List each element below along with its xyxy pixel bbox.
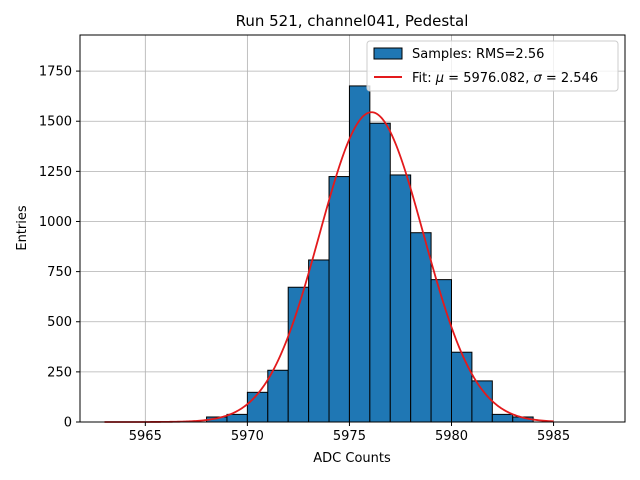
- plot-frame: [79, 34, 626, 423]
- legend-fit-prefix: Fit:: [412, 71, 436, 86]
- y-tick-label: 750: [47, 265, 72, 280]
- legend-label-samples: Samples: RMS=2.56: [412, 47, 544, 62]
- histogram-bar: [450, 351, 473, 423]
- legend-swatch-samples: [373, 47, 403, 60]
- x-axis-title: ADC Counts: [313, 451, 391, 466]
- x-tick-label: 5970: [231, 429, 264, 444]
- chart-title: Run 521, channel041, Pedestal: [236, 12, 469, 30]
- x-axis-ticks: 5965 5970 5975 5980 5985: [129, 422, 570, 444]
- histogram-bar: [308, 259, 330, 423]
- x-tick-label: 5985: [537, 429, 570, 444]
- legend-fit-mu-symbol: μ: [435, 71, 444, 86]
- y-tick-label: 1500: [39, 115, 72, 130]
- x-tick-label: 5975: [333, 429, 366, 444]
- histogram-bar: [226, 413, 248, 423]
- histogram-bar: [369, 122, 391, 423]
- x-tick-label: 5980: [435, 429, 468, 444]
- legend-fit-mu-text: = 5976.082,: [444, 71, 533, 86]
- legend: Samples: RMS=2.56 Fit: μ = 5976.082, σ =…: [366, 40, 619, 92]
- y-tick-label: 0: [64, 416, 72, 431]
- legend-label-fit: Fit: μ = 5976.082, σ = 2.546: [412, 71, 598, 86]
- y-tick-label: 1000: [39, 215, 72, 230]
- histogram-bar: [430, 279, 452, 423]
- histogram-bar: [389, 174, 412, 423]
- legend-fit-sigma-text: = 2.546: [542, 71, 598, 86]
- y-axis-ticks: 0 250 500 750 1000 1250 1500 1750: [39, 65, 80, 431]
- legend-box: [366, 40, 619, 92]
- y-tick-label: 500: [47, 315, 72, 330]
- histogram-bar: [328, 176, 350, 423]
- histogram-bar: [348, 85, 371, 423]
- histogram-bar: [246, 391, 269, 423]
- y-tick-label: 1250: [39, 165, 72, 180]
- histogram-bar: [267, 369, 289, 423]
- y-tick-label: 1750: [39, 65, 72, 80]
- histogram-bar: [491, 413, 514, 423]
- y-axis-title: Entries: [15, 205, 30, 251]
- legend-fit-sigma-symbol: σ: [534, 71, 543, 86]
- histogram-bar: [471, 380, 493, 423]
- histogram-bar: [410, 232, 432, 423]
- y-tick-label: 250: [47, 365, 72, 380]
- x-tick-label: 5965: [129, 429, 162, 444]
